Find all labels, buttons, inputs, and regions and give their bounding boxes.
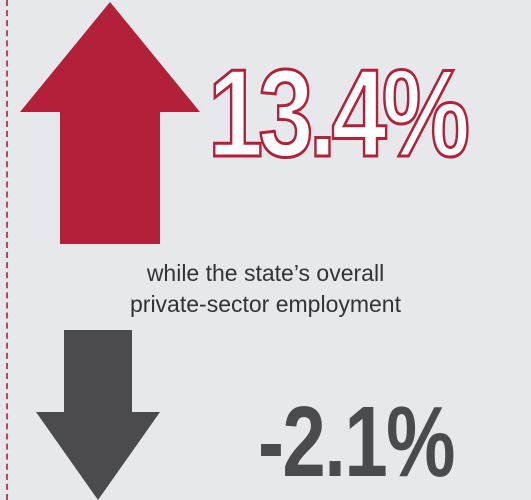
up-arrow-icon xyxy=(20,2,200,244)
description-line-1: while the state’s overall xyxy=(146,260,385,286)
increase-percentage: 13.4% xyxy=(207,45,471,183)
employment-description: while the state’s overall private-sector… xyxy=(0,258,531,320)
dashed-border xyxy=(6,0,8,500)
decrease-percentage: -2.1% xyxy=(258,386,456,498)
down-arrow-icon xyxy=(36,330,160,500)
description-line-2: private-sector employment xyxy=(130,291,401,317)
